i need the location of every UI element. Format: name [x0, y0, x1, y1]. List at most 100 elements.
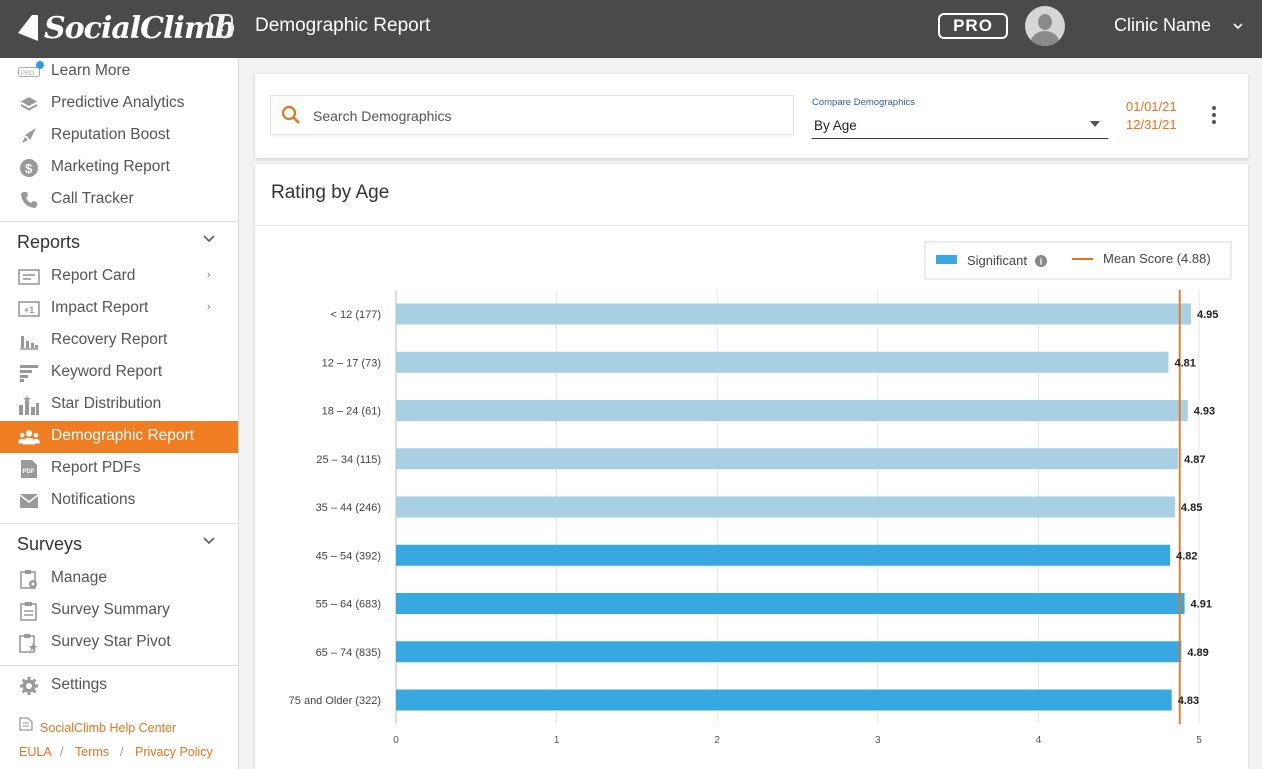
sidebar-item-recovery-report[interactable]: Recovery Report	[0, 325, 238, 357]
bar	[396, 400, 1188, 421]
svg-text:$: $	[25, 161, 33, 176]
chart-title: Rating by Age	[271, 182, 390, 203]
more-options-icon[interactable]	[1205, 104, 1223, 128]
sidebar-item-label: Reputation Boost	[51, 126, 170, 143]
sidebar-item-label: Survey Star Pivot	[51, 633, 171, 650]
x-tick-label: 2	[714, 735, 720, 746]
avatar[interactable]	[1025, 6, 1065, 46]
sidebar-item-label: Settings	[51, 676, 108, 693]
chevron-down-icon	[203, 235, 215, 243]
date-start: 01/01/21	[1126, 99, 1177, 114]
sidebar-item-label: Predictive Analytics	[51, 94, 185, 111]
star-distribution-icon	[18, 395, 40, 415]
help-center-link[interactable]: SocialClimb Help Center	[40, 721, 177, 735]
bar	[396, 448, 1179, 470]
bar-value-label: 4.81	[1174, 357, 1195, 369]
section-reports-toggle[interactable]: Reports	[0, 222, 238, 262]
help-doc-icon	[19, 717, 33, 731]
info-icon-glyph: i	[1040, 257, 1043, 267]
bar-value-label: 4.91	[1191, 599, 1212, 611]
chevron-down-icon[interactable]	[1233, 22, 1243, 30]
bar-value-label: 4.89	[1187, 647, 1208, 659]
bar-value-label: 4.93	[1194, 406, 1215, 418]
date-range-picker[interactable]: 01/01/21 12/31/21	[1126, 98, 1177, 134]
date-end: 12/31/21	[1126, 117, 1177, 132]
compare-selected-value: By Age	[814, 118, 857, 133]
legend-swatch-significant	[936, 255, 957, 264]
pro-badge: PRO	[938, 13, 1008, 39]
clinic-name-dropdown[interactable]: Clinic Name	[1114, 15, 1212, 35]
chart-legend	[924, 241, 1232, 280]
svg-text:PRO: PRO	[21, 71, 34, 77]
footer-separator: /	[60, 745, 64, 759]
sidebar-item-marketing-report[interactable]: $ Marketing Report	[0, 152, 238, 184]
compare-demographics-select[interactable]: By Age	[812, 112, 1108, 139]
dollar-icon: $	[18, 158, 40, 178]
sidebar-divider	[0, 221, 238, 222]
sidebar-item-label: Demographic Report	[51, 427, 195, 444]
logo[interactable]: SocialClimb	[18, 8, 236, 48]
sidebar-item-keyword-report[interactable]: Keyword Report	[0, 357, 238, 389]
dropdown-arrow-icon	[1090, 121, 1100, 127]
sidebar-item-label: Keyword Report	[51, 363, 163, 380]
privacy-policy-link[interactable]: Privacy Policy	[135, 745, 213, 759]
section-surveys-toggle[interactable]: Surveys	[0, 524, 238, 564]
x-tick-label: 1	[554, 735, 560, 746]
chevron-down-icon	[203, 537, 215, 545]
bar-value-label: 4.83	[1178, 695, 1199, 707]
search-placeholder: Search Demographics	[313, 108, 452, 124]
envelope-icon	[18, 491, 40, 511]
sidebar-item-impact-report[interactable]: +1 Impact Report ›	[0, 293, 238, 325]
logo-text: SocialClimb	[44, 10, 236, 46]
sidebar-item-survey-summary[interactable]: Survey Summary	[0, 595, 238, 627]
y-category-label: 25 – 34 (115)	[316, 454, 381, 466]
terms-link[interactable]: Terms	[75, 745, 110, 759]
y-category-label: 45 – 54 (392)	[316, 550, 381, 562]
bar	[396, 351, 1169, 373]
y-category-label: 18 – 24 (61)	[322, 406, 381, 418]
pdf-icon: PDF	[18, 459, 40, 479]
sidebar-item-notifications[interactable]: Notifications	[0, 485, 238, 517]
search-input[interactable]: Search Demographics	[270, 95, 794, 135]
bar	[396, 544, 1171, 566]
sidebar-item-label: Marketing Report	[51, 158, 170, 175]
sidebar-item-settings[interactable]: Settings	[0, 670, 238, 702]
sidebar-item-label: Survey Summary	[51, 601, 170, 618]
sidebar-item-manage[interactable]: Manage	[0, 563, 238, 595]
page-title: Demographic Report	[255, 15, 431, 36]
sidebar-item-label: Star Distribution	[51, 395, 162, 412]
clipboard-gear-icon	[18, 569, 40, 589]
footer-separator: /	[120, 745, 124, 759]
phone-icon	[18, 190, 40, 210]
sidebar-item-report-card[interactable]: Report Card ›	[0, 261, 238, 293]
sidebar-item-reputation-boost[interactable]: Reputation Boost	[0, 120, 238, 152]
sidebar-item-label: Impact Report	[51, 299, 149, 316]
y-category-label: 12 – 17 (73)	[322, 357, 381, 369]
rating-by-age-chart: 0 1 2 3 4 5 < 12 (177) 12 – 17 (73) 18 – 24 (61)…	[289, 241, 1232, 746]
x-tick-label: 3	[875, 735, 881, 746]
sidebar-item-demographic-report[interactable]: Demographic Report	[0, 421, 238, 453]
bar-value-label: 4.87	[1184, 454, 1205, 466]
keyword-icon	[18, 363, 40, 383]
bar	[396, 689, 1172, 711]
bar	[396, 303, 1191, 325]
bar	[396, 641, 1182, 663]
sidebar-item-learn-more[interactable]: PRO Learn More	[0, 58, 238, 88]
legend-label-significant: Significant	[967, 253, 1027, 268]
notification-dot	[36, 61, 44, 69]
chevron-left-icon	[217, 20, 224, 32]
y-category-label: 75 and Older (322)	[289, 695, 381, 707]
sidebar-item-call-tracker[interactable]: Call Tracker	[0, 184, 238, 216]
y-category-label: 55 – 64 (683)	[316, 599, 381, 611]
eula-link[interactable]: EULA	[19, 745, 52, 759]
collapse-sidebar-button[interactable]	[209, 14, 233, 38]
sidebar: PRO Learn More Predictive Analytics Repu…	[0, 58, 239, 769]
chart-title-divider	[255, 225, 1248, 226]
sidebar-item-report-pdfs[interactable]: PDF Report PDFs	[0, 453, 238, 485]
sidebar-item-survey-star-pivot[interactable]: Survey Star Pivot	[0, 627, 238, 659]
sidebar-divider	[0, 523, 238, 524]
search-icon	[281, 105, 300, 124]
sidebar-item-star-distribution[interactable]: Star Distribution	[0, 389, 238, 421]
logo-mark-icon	[18, 15, 38, 41]
sidebar-item-predictive-analytics[interactable]: Predictive Analytics	[0, 88, 238, 120]
